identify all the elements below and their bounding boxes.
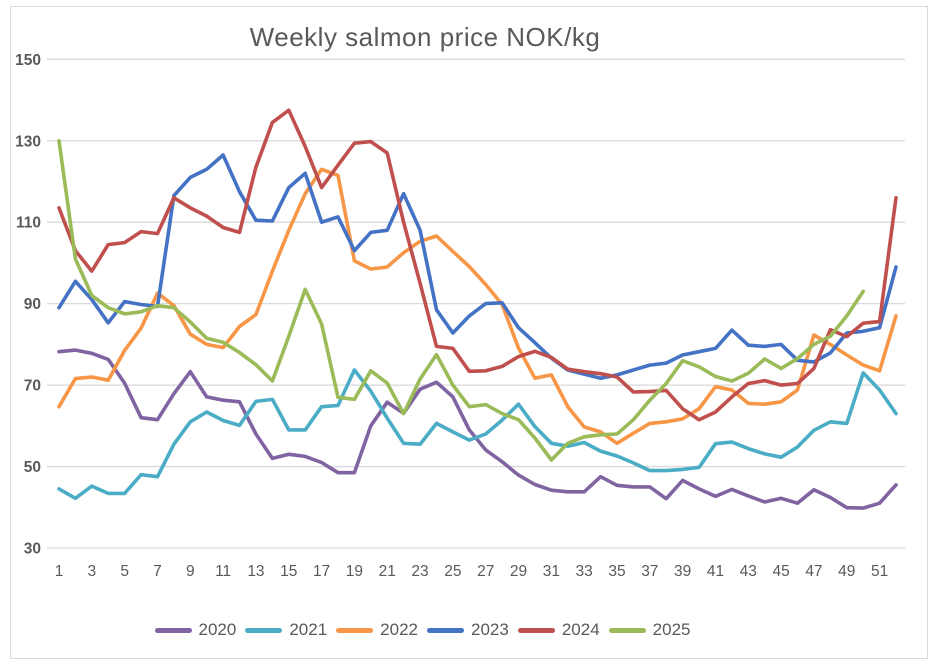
legend-swatch-2025 [608,627,646,633]
legend: 2020 2021 2022 2023 2024 2025 [0,620,845,640]
x-axis-tick-label: 37 [641,563,658,580]
x-axis-tick-label: 13 [247,563,264,580]
x-axis-tick-label: 15 [280,563,297,580]
legend-label-2022: 2022 [380,620,418,639]
legend-swatch-2022 [336,627,374,633]
y-axis-tick-label: 150 [15,52,41,69]
x-axis-tick-label: 21 [379,563,396,580]
y-axis-tick-label: 30 [24,541,41,558]
x-axis-tick-label: 47 [805,563,822,580]
y-axis-tick-label: 50 [24,459,41,476]
legend-label-2024: 2024 [561,620,600,639]
x-axis-tick-label: 45 [772,563,789,580]
legend-swatch-2024 [517,627,555,633]
y-axis-tick-label: 130 [15,133,41,150]
y-axis-tick-label: 70 [24,378,41,395]
x-axis-tick-label: 23 [411,563,428,580]
legend-label-2020: 2020 [198,620,237,639]
series-line-2020 [57,348,898,510]
x-axis-tick-label: 5 [120,563,129,580]
y-axis-tick-label: 90 [24,296,41,313]
legend-label-2021: 2021 [289,620,328,639]
series-line-2021 [57,368,898,501]
legend-swatch-2023 [427,627,464,633]
x-axis-tick-label: 43 [740,563,757,580]
legend-item-2024: 2024 [517,620,600,640]
series-line-2025 [57,139,866,462]
x-axis-tick-label: 35 [608,563,625,580]
legend-swatch-2021 [245,627,283,633]
x-axis-tick-label: 25 [444,563,461,580]
x-axis-tick-label: 7 [153,563,162,580]
chart-border [10,6,928,659]
x-axis-tick-label: 9 [186,563,195,580]
x-axis-tick-label: 33 [576,563,593,580]
y-axis-tick-label: 110 [16,215,41,232]
x-axis-tick-label: 51 [871,563,888,580]
x-axis-tick-label: 1 [55,563,64,580]
series-line-2024 [57,108,898,422]
x-axis-tick-label: 11 [215,563,231,580]
x-axis-tick-label: 31 [543,563,560,580]
legend-item-2020: 2020 [154,620,237,640]
legend-item-2025: 2025 [608,620,691,640]
x-axis-tick-label: 41 [707,563,724,580]
x-axis-tick-label: 27 [477,563,494,580]
x-axis-tick-label: 17 [313,563,330,580]
x-axis-tick-label: 39 [674,563,691,580]
series-line-2023 [57,153,898,381]
legend-item-2021: 2021 [245,620,327,640]
legend-label-2025: 2025 [652,620,691,639]
legend-swatch-2020 [154,627,192,633]
x-axis-tick-label: 19 [346,563,363,580]
legend-label-2023: 2023 [471,620,509,639]
legend-item-2022: 2022 [336,620,418,640]
x-axis-tick-label: 49 [838,563,855,580]
x-axis-tick-label: 3 [88,563,97,580]
chart-title: Weekly salmon price NOK/kg [249,22,601,52]
x-axis-tick-label: 29 [510,563,527,580]
series-line-2022 [57,167,898,446]
legend-item-2023: 2023 [427,620,509,640]
